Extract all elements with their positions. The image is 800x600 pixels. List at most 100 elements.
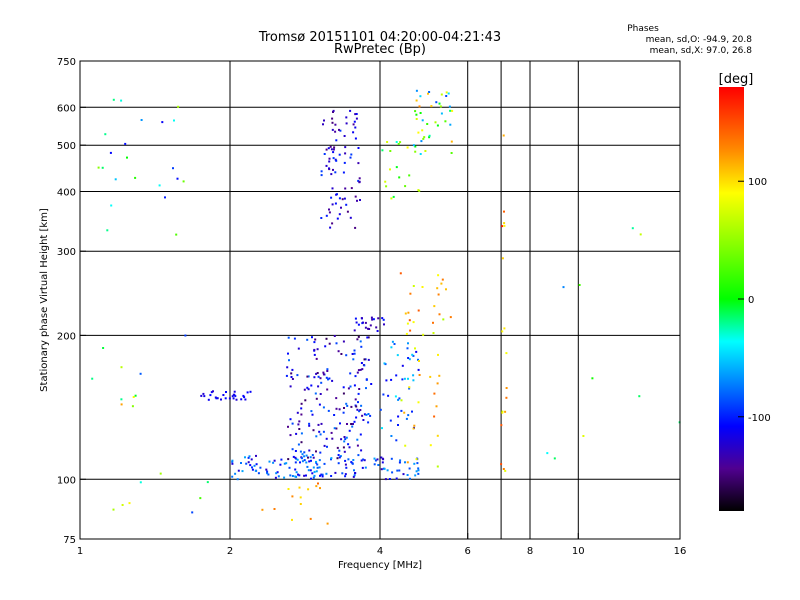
data-point [177, 105, 180, 108]
data-point [381, 149, 384, 152]
data-point [414, 150, 417, 153]
data-point [322, 373, 325, 376]
data-point [307, 456, 309, 459]
data-point [304, 399, 307, 402]
data-point [161, 121, 164, 124]
data-point [312, 429, 315, 432]
data-point [287, 336, 290, 339]
data-point [203, 395, 206, 398]
data-point [418, 360, 420, 362]
data-point [438, 374, 441, 377]
data-point [313, 474, 316, 477]
data-point [215, 397, 218, 400]
data-point [236, 478, 239, 481]
data-point [317, 385, 320, 388]
data-point [347, 387, 350, 390]
data-point [320, 217, 323, 219]
data-point [428, 91, 431, 93]
data-point [158, 184, 161, 187]
data-point [334, 158, 337, 161]
data-point [379, 408, 382, 411]
data-point [344, 187, 347, 190]
data-point [346, 404, 349, 407]
data-point [320, 381, 323, 384]
data-point [315, 397, 318, 400]
data-point [395, 374, 398, 377]
data-point [358, 388, 361, 390]
data-point [333, 414, 336, 416]
y-tick-label: 100 [57, 475, 76, 486]
data-point [411, 410, 413, 413]
data-point [503, 327, 506, 330]
data-point [291, 448, 294, 451]
data-point [352, 459, 355, 461]
data-point [384, 180, 387, 183]
data-point [299, 450, 302, 453]
data-point [407, 414, 410, 417]
data-point [418, 105, 421, 108]
data-point [295, 471, 298, 474]
data-point [319, 393, 322, 395]
data-point [357, 401, 359, 404]
data-point [306, 386, 309, 389]
data-point [396, 469, 399, 472]
data-point [291, 495, 294, 498]
data-point [325, 164, 328, 167]
data-point [417, 368, 420, 371]
data-point [299, 503, 302, 505]
data-point [433, 305, 436, 308]
colorbar: [deg] 100 0 -100 [719, 72, 771, 511]
data-points [91, 89, 681, 525]
data-point [354, 195, 357, 198]
data-point [445, 95, 448, 97]
data-point [299, 496, 302, 499]
data-point [417, 472, 420, 475]
data-point [383, 362, 386, 365]
data-point [406, 322, 409, 325]
data-point [313, 341, 316, 344]
data-point [332, 109, 335, 112]
data-point [335, 159, 338, 162]
data-point [206, 481, 209, 484]
data-point [360, 404, 363, 407]
data-point [331, 437, 334, 440]
data-point [353, 120, 356, 123]
data-point [291, 422, 294, 425]
x-tick-label: 4 [377, 546, 383, 557]
data-point [342, 392, 345, 395]
data-point [395, 439, 398, 442]
data-point [389, 419, 392, 422]
data-point [367, 327, 369, 330]
data-point [134, 176, 137, 179]
data-point [106, 229, 109, 232]
data-point [320, 170, 323, 173]
data-point [356, 338, 359, 341]
data-point [416, 462, 419, 465]
data-point [428, 134, 431, 137]
data-point [344, 463, 347, 466]
data-point [308, 460, 311, 463]
data-point [319, 474, 321, 477]
data-point [631, 227, 634, 230]
data-point [322, 123, 324, 126]
data-point [128, 502, 131, 505]
data-point [448, 105, 451, 108]
data-point [350, 405, 353, 408]
data-point [307, 375, 310, 378]
data-point [386, 141, 389, 143]
data-point [241, 470, 244, 473]
data-point [313, 470, 316, 473]
y-tick-label: 400 [57, 187, 76, 198]
data-point [308, 422, 311, 425]
data-point [414, 474, 417, 477]
data-point [417, 358, 419, 361]
data-point [296, 458, 299, 461]
data-point [450, 140, 453, 143]
data-point [207, 398, 210, 401]
data-point [363, 364, 366, 367]
data-point [342, 411, 345, 414]
data-point [339, 455, 342, 458]
data-point [313, 349, 316, 352]
data-point [228, 397, 231, 400]
data-point [358, 177, 361, 180]
